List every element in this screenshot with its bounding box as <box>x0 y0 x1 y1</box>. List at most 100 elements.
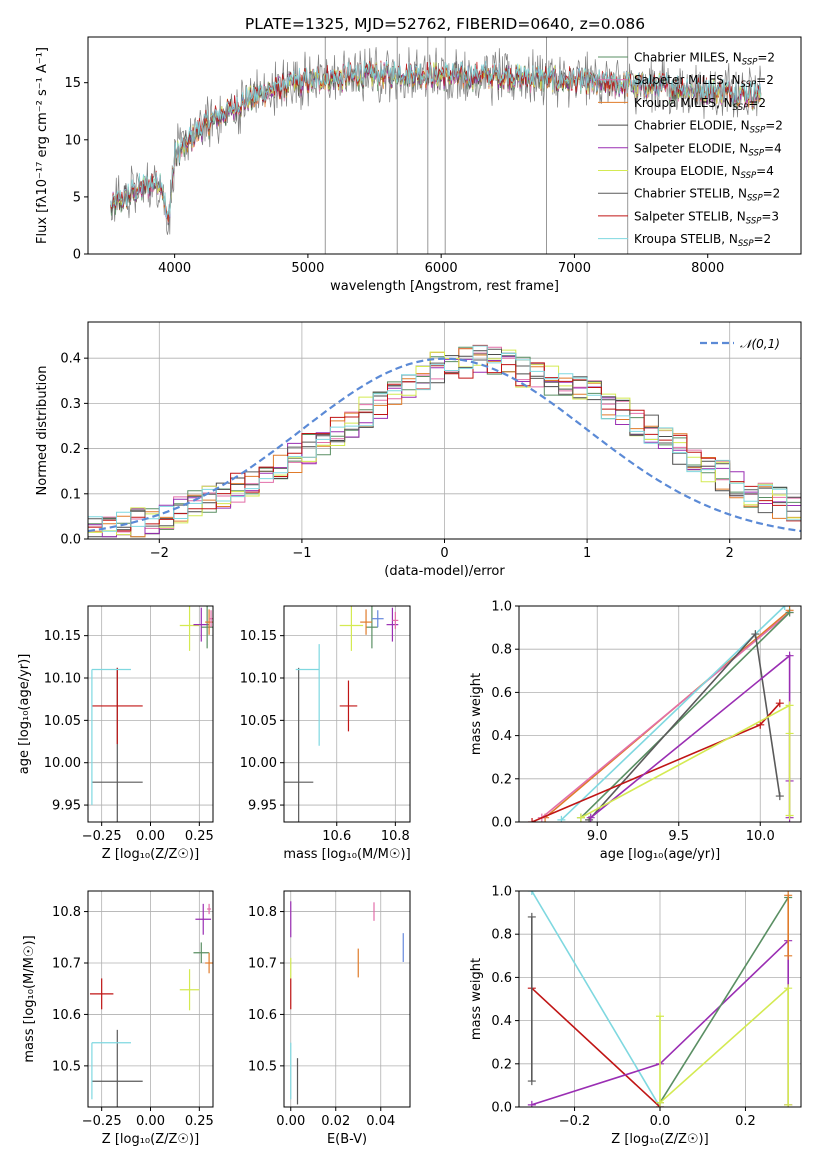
massweight-vs-age-series-marker <box>785 701 794 710</box>
age-vs-mass-frame <box>283 605 411 823</box>
legend-entry: Kroupa MILES, NSSP=2 <box>634 96 766 113</box>
age-vs-Z-plot-area <box>91 606 213 822</box>
spectrum-ytick-label: 10 <box>64 133 81 148</box>
figure-title: PLATE=1325, MJD=52762, FIBERID=0640, z=0… <box>245 15 645 33</box>
residuals-plot-area <box>88 344 801 538</box>
age-vs-mass-xtick-label: 10.8 <box>381 829 410 844</box>
massweight-vs-Z-ytick-label: 0.0 <box>491 1101 512 1116</box>
massweight-vs-age-series-line <box>560 606 786 821</box>
residuals-ylabel: Normed distribution <box>35 366 50 496</box>
age-vs-mass-ytick-label: 10.15 <box>240 629 277 644</box>
massweight-vs-Z-series-marker <box>784 1100 793 1107</box>
residuals-ytick-label: 0.4 <box>60 352 81 367</box>
massweight-vs-Z-ytick-label: 0.8 <box>491 928 512 943</box>
spectrum-xtick-label: 5000 <box>291 261 324 276</box>
residuals-xtick-label: 2 <box>726 546 734 561</box>
massweight-vs-age-xtick-label: 9.0 <box>587 829 608 844</box>
mass-vs-Z-ytick-label: 10.5 <box>52 1059 81 1074</box>
spectrum-ytick-label: 0 <box>73 248 81 263</box>
residuals-ytick-label: 0.3 <box>60 397 81 412</box>
massweight-vs-age-ytick-label: 0.0 <box>491 816 512 831</box>
massweight-vs-age-ytick-label: 0.2 <box>491 772 512 787</box>
mass-vs-Z-ytick-label: 10.6 <box>52 1008 81 1023</box>
massweight-vs-Z-ytick-label: 0.4 <box>491 1014 512 1029</box>
age-vs-Z-xtick-label: 0.25 <box>185 829 214 844</box>
mass-vs-Z-xlabel: Z [log₁₀(Z/Z☉)] <box>102 1132 199 1147</box>
residual-histogram <box>88 349 801 536</box>
massweight-vs-age-series-marker <box>576 813 585 822</box>
massweight-vs-Z-series-marker <box>527 1100 536 1107</box>
mass-vs-Z-ytick-label: 10.8 <box>52 905 81 920</box>
massweight-vs-Z-series-line <box>531 987 661 1107</box>
residuals-xtick-label: 0 <box>440 546 448 561</box>
massweight-vs-Z-xtick-label: 0.0 <box>650 1114 671 1129</box>
normal-curve <box>88 357 801 533</box>
age-vs-mass-xtick-label: 10.6 <box>322 829 351 844</box>
mass-vs-EBV-ytick-label: 10.7 <box>248 957 277 972</box>
spectrum-xlabel: wavelength [Angstrom, rest frame] <box>330 279 559 294</box>
massweight-vs-age-series-line <box>541 611 791 819</box>
massweight-vs-Z-series-line <box>659 897 789 1104</box>
massweight-vs-age-xtick-label: 9.5 <box>668 829 689 844</box>
mass-vs-EBV-plot-area <box>290 901 404 1105</box>
massweight-vs-age-series-marker <box>775 792 784 801</box>
mass-vs-Z-xtick-label: −0.25 <box>82 1114 122 1129</box>
legend-entry: Chabrier STELIB, NSSP=2 <box>634 187 780 204</box>
massweight-vs-age-series-marker <box>785 811 794 820</box>
mass-vs-Z-xtick-label: 0.00 <box>136 1114 165 1129</box>
legend-entry: Salpeter STELIB, NSSP=3 <box>634 209 779 226</box>
residuals-xlabel: (data-model)/error <box>384 564 505 579</box>
massweight-vs-Z-series-marker <box>656 1012 664 1021</box>
massweight-vs-age-series-marker <box>756 720 765 729</box>
residual-histogram <box>88 345 801 532</box>
age-vs-mass-ytick-label: 10.05 <box>240 714 277 729</box>
age-vs-mass-axes <box>280 605 411 826</box>
age-vs-Z-ytick-label: 10.15 <box>44 629 81 644</box>
massweight-vs-age-series-marker <box>785 729 794 738</box>
massweight-vs-age-ytick-label: 0.8 <box>491 643 512 658</box>
massweight-vs-Z-ytick-label: 0.2 <box>491 1057 512 1072</box>
legend-entry: Kroupa ELODIE, NSSP=4 <box>634 164 774 181</box>
massweight-vs-age-series-marker <box>528 818 537 822</box>
mass-vs-EBV-xlabel: E(B-V) <box>327 1132 367 1147</box>
legend-entry: Chabrier MILES, NSSP=2 <box>634 51 775 68</box>
massweight-vs-age-series-marker <box>775 699 784 708</box>
spectrum-axes <box>84 36 802 258</box>
massweight-vs-age-series-marker <box>557 815 566 822</box>
age-vs-mass-xlabel: mass [log₁₀(M/M☉)] <box>283 847 410 862</box>
age-vs-mass-ytick-label: 9.95 <box>248 799 277 814</box>
age-vs-Z-xlabel: Z [log₁₀(Z/Z☉)] <box>102 847 199 862</box>
massweight-vs-Z-series-line <box>531 891 661 1107</box>
massweight-vs-Z-series-marker <box>784 984 793 993</box>
massweight-vs-Z-axes <box>515 890 802 1111</box>
age-vs-Z-ytick-label: 10.05 <box>44 714 81 729</box>
spectrum-xtick-label: 6000 <box>425 261 458 276</box>
massweight-vs-Z-ytick-label: 1.0 <box>491 885 512 900</box>
massweight-vs-age-ytick-label: 0.4 <box>491 729 512 744</box>
massweight-vs-Z-series-marker <box>527 1077 536 1086</box>
massweight-vs-Z-ylabel: mass weight <box>469 958 484 1040</box>
massweight-vs-Z-series-line <box>659 986 789 1105</box>
massweight-vs-Z-plot-area <box>527 891 793 1107</box>
massweight-vs-age-frame <box>518 605 802 823</box>
spectrum-ytick-label: 5 <box>73 190 81 205</box>
age-vs-mass-plot-area <box>284 606 399 822</box>
age-vs-mass-ytick-label: 10.00 <box>240 756 277 771</box>
massweight-vs-age-series-line <box>580 611 791 819</box>
massweight-vs-Z-ytick-label: 0.6 <box>491 971 512 986</box>
massweight-vs-age-ytick-label: 1.0 <box>491 600 512 615</box>
massweight-vs-Z-series-marker <box>784 951 793 960</box>
massweight-vs-Z-series-marker <box>656 1098 664 1107</box>
spectrum-ylabel: Flux [fλ10⁻¹⁷ erg cm⁻² s⁻¹ A⁻¹] <box>35 47 50 244</box>
residuals-ytick-label: 0.1 <box>60 487 81 502</box>
spectrum-model-line <box>110 60 762 219</box>
mass-vs-EBV-axes <box>280 890 411 1111</box>
massweight-vs-age-ylabel: mass weight <box>469 673 484 755</box>
mass-vs-Z-ylabel: mass [log₁₀(M/M☉)] <box>22 935 37 1062</box>
age-vs-Z-xtick-label: −0.25 <box>82 829 122 844</box>
legend-entry: Kroupa STELIB, NSSP=2 <box>634 232 771 249</box>
massweight-vs-Z-xlabel: Z [log₁₀(Z/Z☉)] <box>611 1132 708 1147</box>
residuals-xtick-label: 1 <box>583 546 591 561</box>
legend-entry: Chabrier ELODIE, NSSP=2 <box>634 119 783 136</box>
